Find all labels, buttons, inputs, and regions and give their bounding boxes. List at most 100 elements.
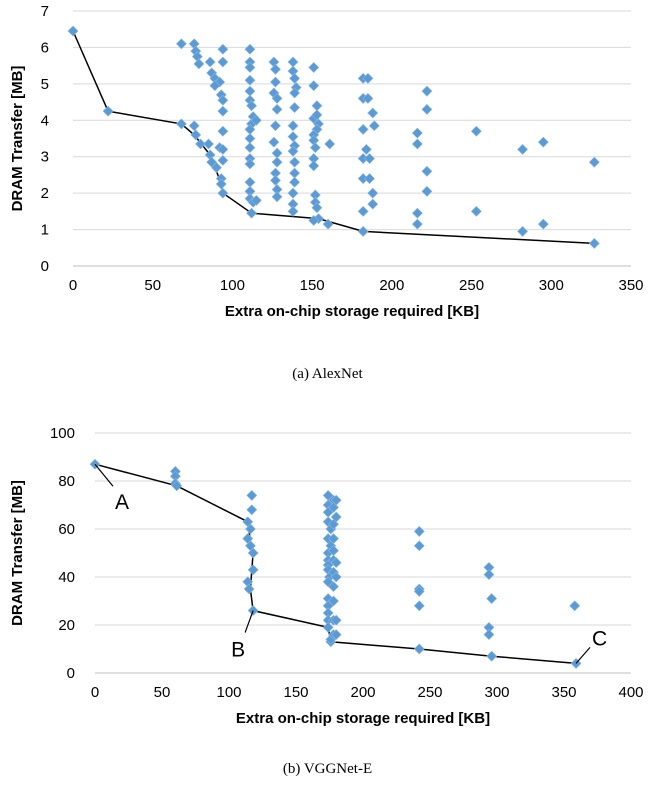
- data-point: [244, 43, 256, 55]
- x-tick-label: 150: [300, 277, 325, 294]
- data-point: [411, 218, 423, 230]
- data-point: [244, 176, 256, 188]
- data-point: [287, 145, 299, 157]
- data-point: [311, 109, 323, 121]
- x-tick-label: 0: [91, 684, 99, 701]
- alexnet-caption: (a) AlexNet: [292, 366, 363, 382]
- data-point: [413, 585, 425, 597]
- data-point: [250, 195, 262, 206]
- x-axis-label: Extra on-chip storage required [KB]: [225, 303, 479, 320]
- data-point: [357, 225, 369, 237]
- data-point: [470, 205, 482, 217]
- data-point: [204, 56, 216, 68]
- annotation-label-c: C: [592, 627, 607, 650]
- data-point: [330, 557, 342, 569]
- y-tick-label: 0: [41, 258, 49, 275]
- x-tick-label: 350: [551, 684, 576, 701]
- data-point: [190, 129, 202, 141]
- data-point: [270, 174, 281, 186]
- data-point: [411, 138, 423, 150]
- pareto-frontier-line: [72, 30, 595, 245]
- data-point: [517, 225, 529, 237]
- data-point: [360, 144, 372, 155]
- data-point: [247, 605, 259, 617]
- y-tick-label: 20: [58, 617, 75, 634]
- y-tick-label: 100: [50, 425, 75, 442]
- vggnet-chart: 0 20 40 60 80 100 0 50 100 150 200 250 300 350 400 Extr…: [9, 425, 644, 727]
- y-tick-label: 80: [58, 473, 75, 490]
- x-tick-label: 200: [350, 684, 375, 701]
- vggnet-caption: (b) VGGNet-E: [282, 761, 373, 777]
- data-point: [287, 56, 299, 68]
- x-tick-label: 100: [216, 684, 241, 701]
- x-tick-label: 350: [618, 277, 643, 294]
- data-point: [486, 593, 498, 605]
- data-point: [483, 569, 495, 581]
- y-tick-label: 2: [41, 185, 49, 202]
- pareto-frontier-line: [94, 463, 577, 665]
- data-point: [268, 136, 280, 148]
- x-axis-label: Extra on-chip storage required [KB]: [236, 710, 490, 727]
- data-point: [328, 533, 339, 545]
- data-point: [411, 127, 423, 139]
- data-point: [537, 218, 549, 230]
- data-point: [217, 144, 229, 155]
- data-point: [364, 153, 375, 164]
- data-point: [271, 191, 283, 203]
- data-point: [330, 629, 342, 641]
- data-point: [270, 63, 281, 75]
- data-point: [330, 614, 342, 626]
- data-point: [486, 650, 498, 662]
- annotation-leader-line: [244, 610, 254, 633]
- x-tick-label: 50: [154, 684, 171, 701]
- data-point: [357, 205, 369, 217]
- data-point: [244, 142, 256, 154]
- annotation-label-a: A: [115, 491, 129, 514]
- data-point: [368, 120, 380, 132]
- y-tick-label: 0: [67, 665, 75, 682]
- data-point: [367, 198, 379, 210]
- x-tick-label: 400: [618, 684, 643, 701]
- data-point: [289, 87, 301, 99]
- x-tick-label: 300: [484, 684, 509, 701]
- data-point: [357, 123, 369, 135]
- data-point: [244, 133, 256, 144]
- data-point: [195, 138, 206, 150]
- x-tick-label: 100: [220, 277, 245, 294]
- annotation-label-b: B: [231, 639, 245, 662]
- data-point: [537, 136, 549, 148]
- x-tick-label: 50: [144, 277, 161, 294]
- data-point: [362, 72, 374, 84]
- data-point: [270, 76, 281, 88]
- data-point: [67, 25, 79, 37]
- data-point: [287, 120, 299, 132]
- data-point: [330, 494, 342, 506]
- y-axis-label: DRAM Transfer [MB]: [9, 480, 26, 626]
- data-point: [188, 120, 200, 132]
- data-point: [217, 105, 229, 117]
- annotation-leader-line: [94, 463, 114, 487]
- data-point: [217, 154, 229, 166]
- data-point: [362, 93, 374, 104]
- data-point: [330, 511, 342, 523]
- data-point: [217, 94, 229, 106]
- data-point: [246, 504, 258, 516]
- data-point: [413, 540, 425, 552]
- data-point: [203, 138, 214, 150]
- data-point: [246, 207, 257, 219]
- data-point: [287, 205, 299, 217]
- data-point: [308, 215, 320, 226]
- x-tick-label: 0: [69, 277, 77, 294]
- data-point: [211, 162, 222, 174]
- data-point: [289, 156, 301, 168]
- data-point: [324, 138, 336, 150]
- data-point: [246, 100, 257, 112]
- data-point: [171, 480, 183, 492]
- data-point: [214, 76, 226, 88]
- data-point: [250, 114, 262, 126]
- y-tick-label: 7: [41, 3, 49, 20]
- data-point: [308, 160, 320, 172]
- data-point: [217, 187, 229, 199]
- data-point: [271, 93, 283, 104]
- data-point: [193, 58, 205, 70]
